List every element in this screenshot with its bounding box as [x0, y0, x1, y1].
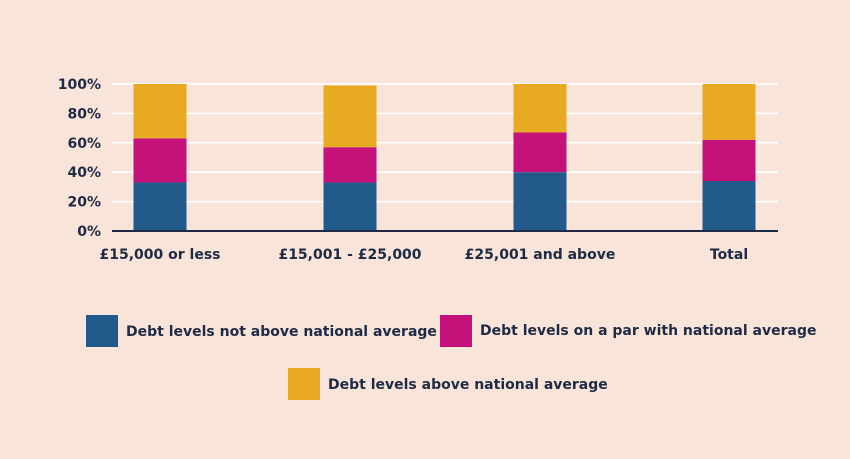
bar-segment	[323, 147, 377, 183]
bar-segment	[513, 132, 567, 173]
legend: Debt levels not above national average De…	[86, 315, 816, 400]
bar-segment	[513, 84, 567, 133]
legend-label: Debt levels above national average	[328, 377, 608, 393]
y-tick-label: 80%	[67, 106, 101, 122]
bar-segment	[133, 182, 187, 231]
legend-label: Debt levels on a par with national avera…	[480, 323, 816, 339]
y-tick-label: 20%	[67, 195, 101, 211]
legend-swatch	[440, 315, 472, 347]
x-tick-label: £25,001 and above	[465, 247, 616, 263]
y-tick-label: 60%	[67, 136, 101, 152]
x-tick-label: Total	[710, 247, 748, 263]
bar-segment	[702, 181, 756, 231]
bar-segment	[133, 84, 187, 139]
legend-swatch	[288, 368, 320, 400]
axes: 0% 20% 40% 60% 80% 100% £15,000 or less £15,001…	[58, 77, 778, 263]
bar-segment	[323, 85, 377, 148]
bar-segment	[702, 84, 756, 140]
bars	[133, 84, 756, 231]
legend-label: Debt levels not above national average	[126, 324, 437, 340]
bar-segment	[323, 182, 377, 231]
y-tick-label: 40%	[67, 165, 101, 181]
bar-segment	[513, 172, 567, 231]
bar-segment	[133, 138, 187, 183]
x-tick-label: £15,001 - £25,000	[278, 247, 421, 263]
y-tick-label: 100%	[58, 77, 101, 93]
x-tick-label: £15,000 or less	[100, 247, 221, 263]
y-tick-label: 0%	[77, 224, 101, 240]
legend-swatch	[86, 315, 118, 347]
gridlines	[112, 83, 778, 203]
bar-segment	[702, 139, 756, 182]
